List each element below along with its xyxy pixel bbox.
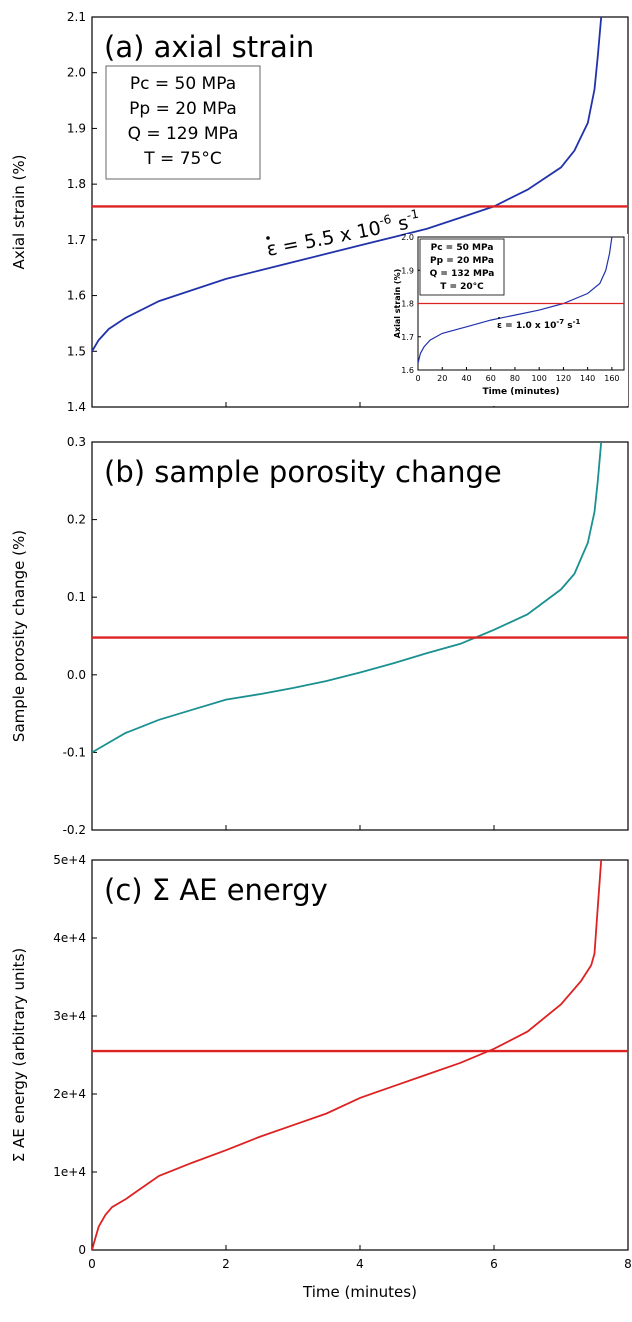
inset-y-tick-label: 1.8 [401, 300, 414, 309]
data-series [92, 860, 603, 1250]
param-line: T = 75°C [143, 149, 221, 169]
param-line: Pp = 20 MPa [129, 99, 237, 119]
rate-unit: s [390, 212, 410, 237]
y-tick-label: 4e+4 [53, 931, 86, 945]
plot-frame [91, 441, 629, 831]
inset-x-tick-label: 80 [510, 374, 520, 383]
y-tick-label: 2.0 [67, 66, 86, 80]
y-tick-label: 5e+4 [53, 853, 86, 867]
y-tick-label: 3e+4 [53, 1009, 86, 1023]
panel-2: 0 1e+4 2e+4 3e+4 4e+4 5e+4 0 2 4 6 8 Σ AE energy (a… [10, 853, 632, 1301]
inset-x-tick-label: 60 [486, 374, 496, 383]
y-tick-label: 0 [78, 1243, 86, 1257]
inset-rate-base: ε = 1.0 x 10 [497, 321, 556, 331]
inset-param-line: Q = 132 MPa [430, 269, 495, 279]
y-tick-label: 1.7 [67, 233, 86, 247]
panel-title: (c) Σ AE energy [104, 873, 328, 907]
y-tick-label: 2e+4 [53, 1087, 86, 1101]
rate-exp: -6 [378, 212, 392, 228]
data-series [92, 17, 603, 352]
y-tick-label: -0.2 [63, 823, 86, 837]
rate-unit-exp: -1 [405, 207, 419, 223]
inset-x-tick-label: 120 [556, 374, 571, 383]
inset-rate-label: ε = 1.0 x 10-7 s-1 [497, 318, 581, 331]
inset-chart: 1.6 1.7 1.8 1.9 2.0 0 20 40 60 80 100 120 140 160 Time… [393, 233, 628, 406]
y-tick-label: 2.1 [67, 10, 86, 24]
x-tick-label: 0 [88, 1257, 96, 1271]
panel-1: -0.2 -0.1 0.0 0.1 0.2 0.3 Sample porosity chan… [10, 435, 629, 837]
inset-x-tick-label: 100 [532, 374, 547, 383]
inset-x-tick-label: 0 [415, 374, 420, 383]
x-tick-label: 6 [490, 1257, 498, 1271]
y-axis-label: Σ AE energy (arbitrary units) [10, 948, 28, 1162]
inset-y-axis-label: Axial strain (%) [393, 269, 402, 339]
y-axis-label: Sample porosity change (%) [10, 530, 28, 742]
epsilon-dot [266, 236, 270, 240]
plot-frame [91, 859, 629, 1251]
data-series [92, 442, 603, 754]
inset-y-tick-label: 1.6 [401, 366, 414, 375]
inset-y-tick-label: 1.9 [401, 266, 414, 275]
panel-title: (b) sample porosity change [104, 455, 502, 489]
panel-0: 1.4 1.5 1.6 1.7 1.8 1.9 2.0 2.1 Axial strain (%)… [10, 10, 629, 414]
y-tick-label: 0.1 [67, 590, 86, 604]
inset-data-series [418, 237, 613, 364]
inset-x-tick-label: 160 [604, 374, 619, 383]
panel-title: (a) axial strain [104, 30, 314, 64]
y-tick-label: 1.5 [67, 344, 86, 358]
y-tick-label: 0.0 [67, 668, 86, 682]
x-tick-label: 4 [356, 1257, 364, 1271]
strain-rate-label: ε = 5.5 x 10-6 s-1 [264, 207, 422, 261]
inset-x-axis-label: Time (minutes) [482, 387, 559, 397]
y-axis-label: Axial strain (%) [10, 155, 28, 270]
y-tick-label: 0.3 [67, 435, 86, 449]
inset-param-line: Pp = 20 MPa [430, 256, 494, 266]
inset-y-tick-label: 2.0 [401, 233, 414, 242]
inset-rate-unit: s [564, 321, 573, 331]
y-tick-label: -0.1 [63, 745, 86, 759]
inset-y-tick-label: 1.7 [401, 333, 414, 342]
inset-x-tick-label: 40 [461, 374, 471, 383]
inset-x-tick-label: 20 [437, 374, 447, 383]
inset-param-box [419, 238, 505, 296]
x-tick-label: 2 [222, 1257, 230, 1271]
y-tick-label: 1.4 [67, 400, 86, 414]
x-axis-label: Time (minutes) [302, 1283, 417, 1301]
y-tick-label: 1e+4 [53, 1165, 86, 1179]
y-tick-label: 1.9 [67, 121, 86, 135]
y-tick-label: 0.2 [67, 513, 86, 527]
inset-x-tick-label: 140 [580, 374, 595, 383]
y-tick-label: 1.8 [67, 177, 86, 191]
param-box [105, 65, 261, 180]
inset-rate-exp: -7 [556, 318, 564, 326]
panel-a-annotations: Pc = 50 MPa Pp = 20 MPa Q = 129 MPa T = 75°… [105, 65, 422, 261]
param-line: Pc = 50 MPa [130, 74, 236, 94]
inset-param-line: Pc = 50 MPa [431, 243, 494, 253]
inset-rate-unit-exp: -1 [573, 318, 581, 326]
inset-param-line: T = 20°C [440, 282, 484, 292]
x-tick-label: 8 [624, 1257, 632, 1271]
param-line: Q = 129 MPa [128, 124, 239, 144]
inset-epsilon-dot [498, 317, 500, 319]
y-tick-label: 1.6 [67, 289, 86, 303]
